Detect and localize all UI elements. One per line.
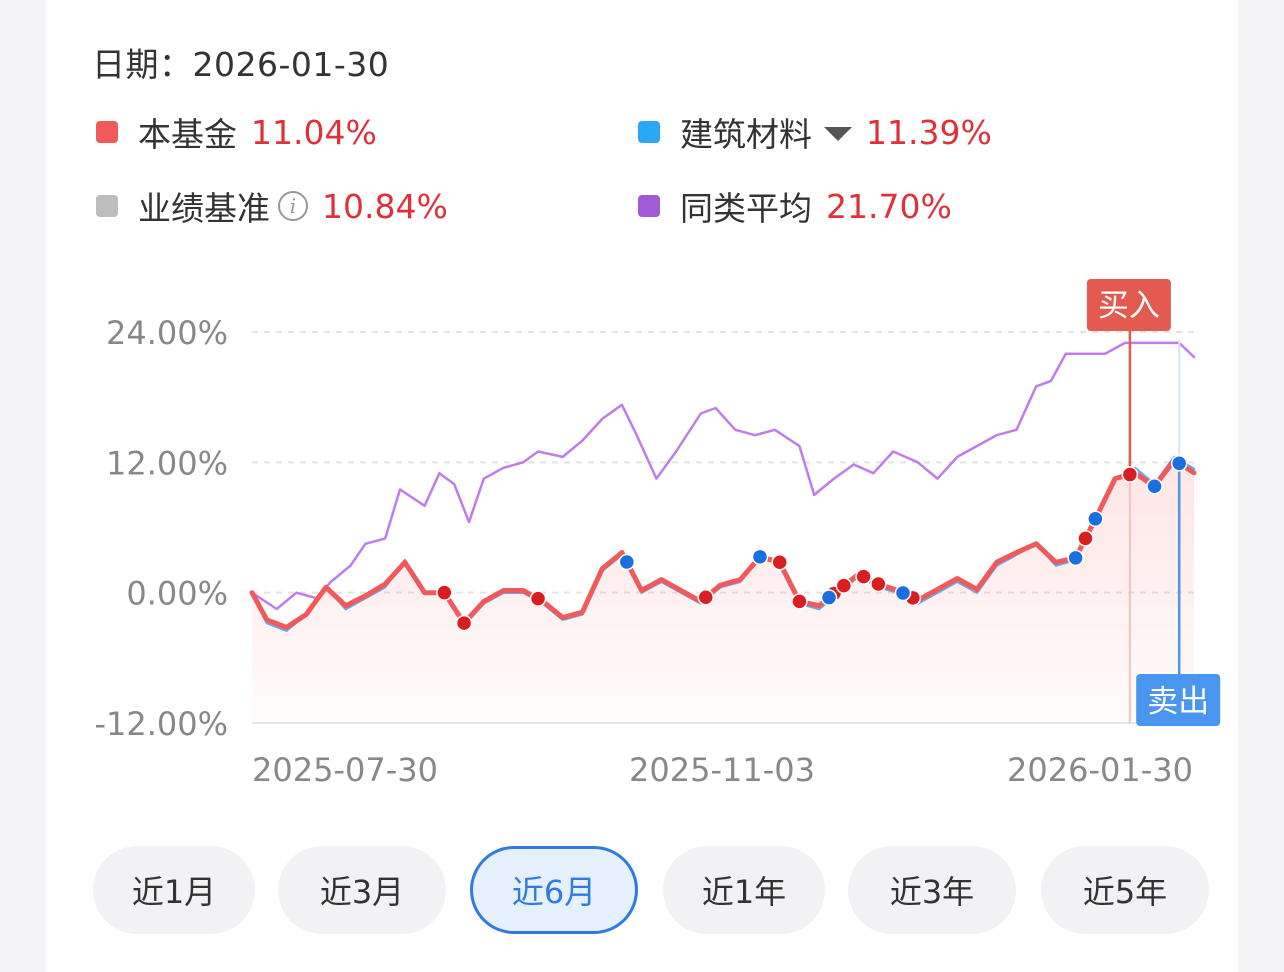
legend-label-fund: 本基金 <box>138 115 237 154</box>
date-readout: 日期：2026-01-30 <box>92 38 389 86</box>
y-tick-label: 24.00% <box>106 314 228 352</box>
series-line-本基金 <box>249 457 1197 630</box>
legend-swatch-sector <box>638 121 660 143</box>
legend-label-sector: 建筑材料 <box>680 115 812 154</box>
sell-point <box>751 548 769 566</box>
range-button-1m[interactable]: 近1月 <box>93 846 255 934</box>
buy-point <box>1121 466 1139 483</box>
sell-point <box>820 589 838 606</box>
sell-point <box>1146 477 1163 495</box>
range-button-6m[interactable]: 近6月 <box>470 846 638 934</box>
legend-value-sector: 11.39% <box>866 112 992 152</box>
sell-point <box>1170 455 1188 472</box>
legend-label-peer-avg: 同类平均 <box>680 189 812 228</box>
date-value: 2026-01-30 <box>192 45 390 84</box>
series-line-同类平均 <box>250 341 1196 611</box>
fund-chart-card <box>46 0 1238 972</box>
legend-item-fund[interactable]: 本基金 11.04% <box>96 110 377 154</box>
buy-marker-tag <box>1086 279 1171 331</box>
y-tick-label: -12.00% <box>94 705 228 743</box>
legend-swatch-peer-avg <box>638 195 660 217</box>
sell-marker-label: 卖出 <box>1147 684 1209 720</box>
sell-point <box>618 553 636 571</box>
sell-point <box>1087 510 1104 528</box>
legend-item-peer-avg[interactable]: 同类平均 21.70% <box>638 184 952 228</box>
y-tick-label: 12.00% <box>106 444 228 482</box>
buy-marker-label: 买入 <box>1098 288 1160 324</box>
legend-item-benchmark[interactable]: 业绩基准 i 10.84% <box>96 184 448 228</box>
buy-point <box>771 554 788 571</box>
buy-point <box>529 590 547 607</box>
buy-point <box>870 575 887 593</box>
dropdown-icon[interactable] <box>824 127 852 141</box>
x-tick-label: 2025-07-30 <box>252 751 438 789</box>
buy-point <box>455 614 473 632</box>
y-tick-label: 0.00% <box>126 575 228 613</box>
legend-item-sector[interactable]: 建筑材料 11.39% <box>638 110 992 154</box>
legend-label-benchmark: 业绩基准 <box>138 189 270 228</box>
date-label: 日期： <box>92 45 193 84</box>
range-button-5y[interactable]: 近5年 <box>1041 846 1209 934</box>
fund-area <box>252 460 1194 723</box>
sell-point <box>1067 549 1084 567</box>
legend-value-fund: 11.04% <box>251 112 377 152</box>
info-icon[interactable]: i <box>278 191 308 221</box>
x-tick-label: 2026-01-30 <box>1007 751 1193 789</box>
range-button-1y[interactable]: 近1年 <box>663 846 825 934</box>
range-button-3y[interactable]: 近3年 <box>848 846 1016 934</box>
buy-point <box>791 593 808 610</box>
legend-value-benchmark: 10.84% <box>322 186 448 226</box>
legend-swatch-fund <box>96 121 118 143</box>
x-tick-label: 2025-11-03 <box>629 751 815 789</box>
buy-point <box>855 568 872 585</box>
legend-value-peer-avg: 21.70% <box>826 186 952 226</box>
buy-point <box>1077 530 1094 547</box>
sell-marker-tag <box>1136 674 1221 726</box>
buy-point <box>835 577 853 594</box>
range-button-3m[interactable]: 近3月 <box>278 846 446 934</box>
legend-swatch-benchmark <box>96 195 118 217</box>
buy-point <box>697 589 714 606</box>
sell-point <box>894 584 912 602</box>
buy-point <box>436 584 453 601</box>
